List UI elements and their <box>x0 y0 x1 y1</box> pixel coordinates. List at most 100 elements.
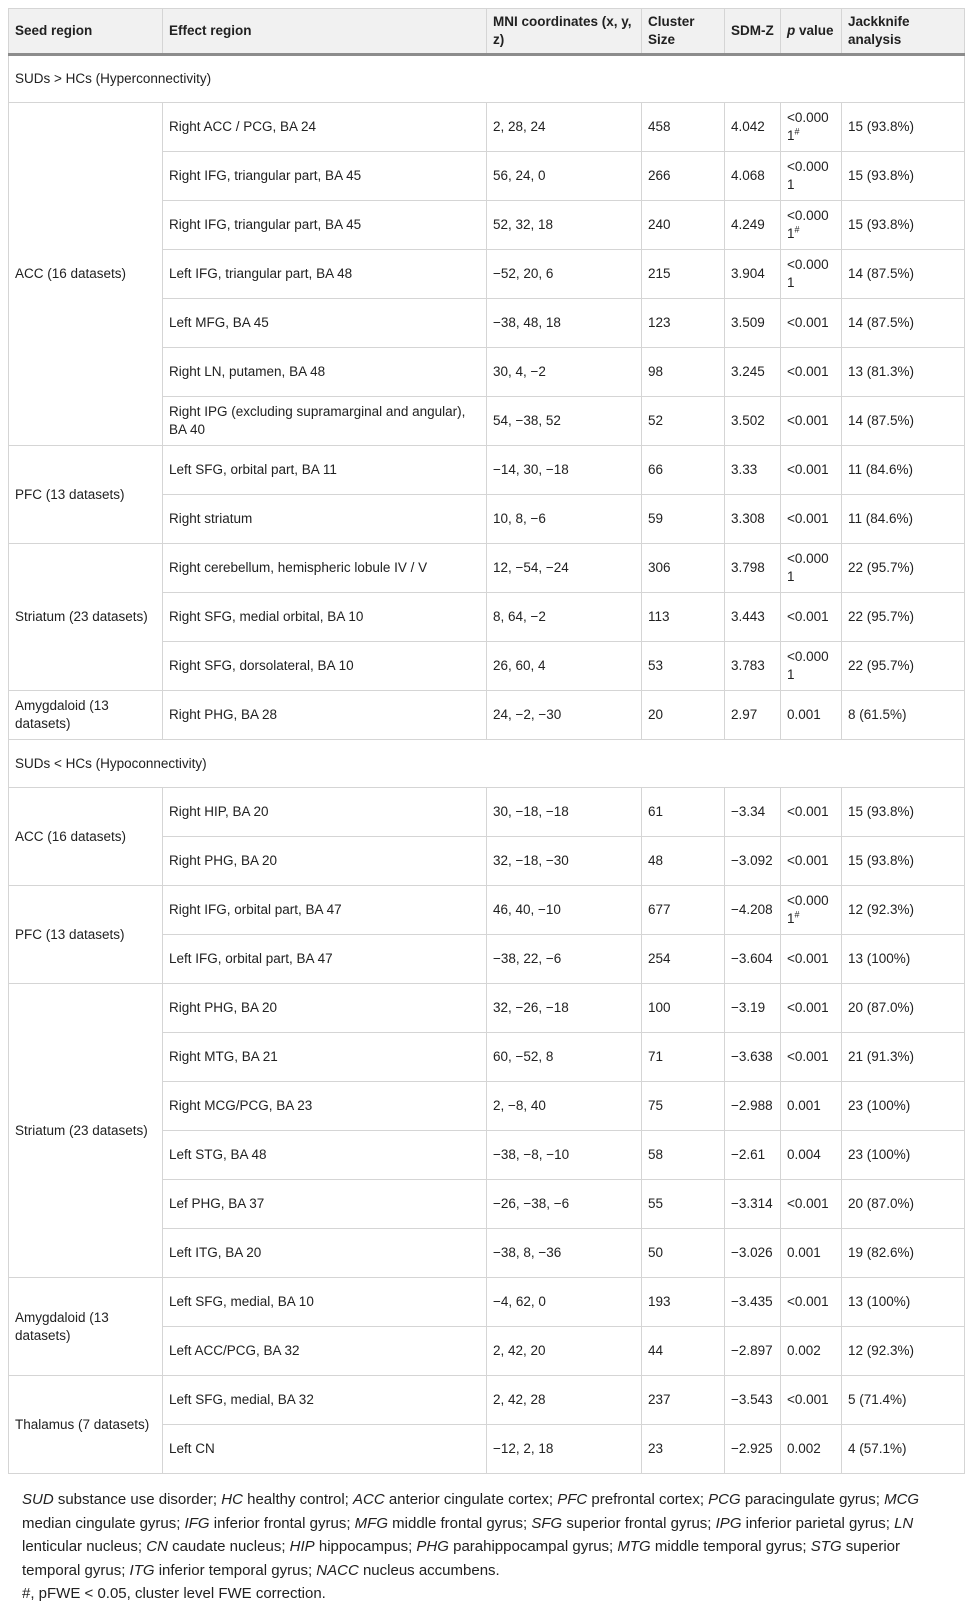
footnote-significance-note: #, pFWE < 0.05, cluster level FWE correc… <box>22 1585 326 1602</box>
sdm-z-cell: 3.502 <box>724 396 781 446</box>
column-header-seed-region: Seed region <box>8 8 163 56</box>
jackknife-cell: 23 (100%) <box>841 1130 965 1180</box>
table-row: Amygdaloid (13 datasets) Left SFG, medial… <box>8 1277 965 1376</box>
p-value-cell: <0.001 <box>780 1032 842 1082</box>
mni-coordinates-cell: −4, 62, 0 <box>486 1277 642 1327</box>
p-value-cell: <0.001 <box>780 1179 842 1229</box>
header-row: Seed region Effect region MNI coordinates … <box>8 8 965 56</box>
table-row: Right LN, putamen, BA 48 30, 4, −2 98 3.245… <box>9 347 965 397</box>
sdm-z-cell: 3.904 <box>724 249 781 299</box>
abbreviation: HC <box>221 1491 243 1508</box>
fwe-significance-marker: # <box>794 224 800 235</box>
sdm-z-cell: −2.988 <box>724 1081 781 1131</box>
sdm-z-cell: 3.308 <box>724 494 781 544</box>
mni-coordinates-cell: 10, 8, −6 <box>486 494 642 544</box>
column-header-p-value: p value <box>780 8 842 56</box>
effect-region-cell: Left MFG, BA 45 <box>162 298 487 348</box>
p-value-cell: <0.001 <box>780 396 842 446</box>
cluster-size-cell: 75 <box>641 1081 725 1131</box>
sdm-z-cell: −3.638 <box>724 1032 781 1082</box>
cluster-size-cell: 237 <box>641 1375 725 1425</box>
p-value-cell: <0.001 <box>780 592 842 642</box>
fwe-significance-marker: # <box>794 126 800 137</box>
mni-coordinates-cell: 32, −18, −30 <box>486 836 642 886</box>
p-value-cell: <0.001 <box>780 1277 842 1327</box>
cluster-size-cell: 98 <box>641 347 725 397</box>
jackknife-cell: 12 (92.3%) <box>841 885 965 935</box>
jackknife-cell: 15 (93.8%) <box>841 102 965 152</box>
effect-region-cell: Right IFG, orbital part, BA 47 <box>162 885 487 935</box>
effect-region-cell: Right PHG, BA 20 <box>162 836 487 886</box>
cluster-size-cell: 71 <box>641 1032 725 1082</box>
abbreviation: MTG <box>617 1538 651 1555</box>
p-value-cell: <0.0001 <box>780 641 842 691</box>
sdm-z-cell: −2.925 <box>724 1424 781 1474</box>
sdm-z-cell: −3.092 <box>724 836 781 886</box>
mni-coordinates-cell: 26, 60, 4 <box>486 641 642 691</box>
abbreviation: IFG <box>184 1514 210 1532</box>
jackknife-cell: 13 (100%) <box>841 1277 965 1327</box>
cluster-size-cell: 59 <box>641 494 725 544</box>
seed-region-cell: Striatum (23 datasets) <box>8 543 163 691</box>
abbreviation: CN <box>146 1538 168 1555</box>
cluster-size-cell: 123 <box>641 298 725 348</box>
p-value-cell: <0.0001 <box>780 543 842 593</box>
effect-region-cell: Right PHG, BA 28 <box>162 690 487 740</box>
table-row: Thalamus (7 datasets) Left SFG, medial, B… <box>8 1375 965 1474</box>
p-value-cell: <0.001 <box>780 934 842 984</box>
effect-region-cell: Right HIP, BA 20 <box>162 787 487 837</box>
sdm-z-cell: −3.435 <box>724 1277 781 1327</box>
sdm-z-cell: −3.19 <box>724 983 781 1033</box>
jackknife-cell: 21 (91.3%) <box>841 1032 965 1082</box>
p-value-cell: 0.002 <box>780 1326 842 1376</box>
effect-region-cell: Left SFG, orbital part, BA 11 <box>162 445 487 495</box>
mni-coordinates-cell: −14, 30, −18 <box>486 445 642 495</box>
jackknife-cell: 8 (61.5%) <box>841 690 965 740</box>
mni-coordinates-cell: 2, 42, 28 <box>486 1375 642 1425</box>
abbreviation: MFG <box>354 1514 388 1532</box>
effect-region-cell: Right ACC / PCG, BA 24 <box>162 102 487 152</box>
p-value-cell: 0.001 <box>780 1228 842 1278</box>
abbreviation: MCG <box>884 1491 920 1508</box>
sdm-z-cell: 4.249 <box>724 200 781 250</box>
jackknife-cell: 11 (84.6%) <box>841 445 965 495</box>
jackknife-cell: 13 (81.3%) <box>841 347 965 397</box>
cluster-size-cell: 100 <box>641 983 725 1033</box>
mni-coordinates-cell: −52, 20, 6 <box>486 249 642 299</box>
effect-region-cell: Right striatum <box>162 494 487 544</box>
jackknife-cell: 22 (95.7%) <box>841 592 965 642</box>
cluster-size-cell: 53 <box>641 641 725 691</box>
jackknife-cell: 4 (57.1%) <box>841 1424 965 1474</box>
effect-region-cell: Left SFG, medial, BA 10 <box>162 1277 487 1327</box>
mni-coordinates-cell: −38, 8, −36 <box>486 1228 642 1278</box>
sdm-z-cell: 4.042 <box>724 102 781 152</box>
cluster-size-cell: 254 <box>641 934 725 984</box>
sdm-z-cell: −4.208 <box>724 885 781 935</box>
section-title: SUDs > HCs (Hyperconnectivity) <box>8 54 965 103</box>
sdm-z-cell: −2.61 <box>724 1130 781 1180</box>
cluster-size-cell: 113 <box>641 592 725 642</box>
mni-coordinates-cell: −26, −38, −6 <box>486 1179 642 1229</box>
mni-coordinates-cell: 2, −8, 40 <box>486 1081 642 1131</box>
effect-region-cell: Right MTG, BA 21 <box>162 1032 487 1082</box>
cluster-size-cell: 677 <box>641 885 725 935</box>
p-value-cell: <0.0001# <box>780 200 842 250</box>
effect-region-cell: Right cerebellum, hemispheric lobule IV … <box>162 543 487 593</box>
section-title: SUDs < HCs (Hypoconnectivity) <box>8 739 965 788</box>
table-row: Right IFG, triangular part, BA 45 56, 24,… <box>9 151 965 201</box>
p-value-cell: 0.004 <box>780 1130 842 1180</box>
effect-region-cell: Left ACC/PCG, BA 32 <box>162 1326 487 1376</box>
jackknife-cell: 13 (100%) <box>841 934 965 984</box>
table-row: Right IFG, triangular part, BA 45 52, 32,… <box>9 200 965 250</box>
table-row: Striatum (23 datasets) Right PHG, BA 20 32… <box>8 983 965 1278</box>
effect-region-cell: Right MCG/PCG, BA 23 <box>162 1081 487 1131</box>
table-row: Right MTG, BA 21 60, −52, 8 71 −3.638 <0.001… <box>9 1032 965 1082</box>
sdm-z-cell: 3.783 <box>724 641 781 691</box>
jackknife-cell: 15 (93.8%) <box>841 200 965 250</box>
jackknife-cell: 23 (100%) <box>841 1081 965 1131</box>
abbreviation: SUD <box>22 1491 54 1508</box>
p-value-cell: 0.001 <box>780 1081 842 1131</box>
p-value-cell: <0.001 <box>780 298 842 348</box>
sdm-z-cell: −3.34 <box>724 787 781 837</box>
mni-coordinates-cell: 8, 64, −2 <box>486 592 642 642</box>
